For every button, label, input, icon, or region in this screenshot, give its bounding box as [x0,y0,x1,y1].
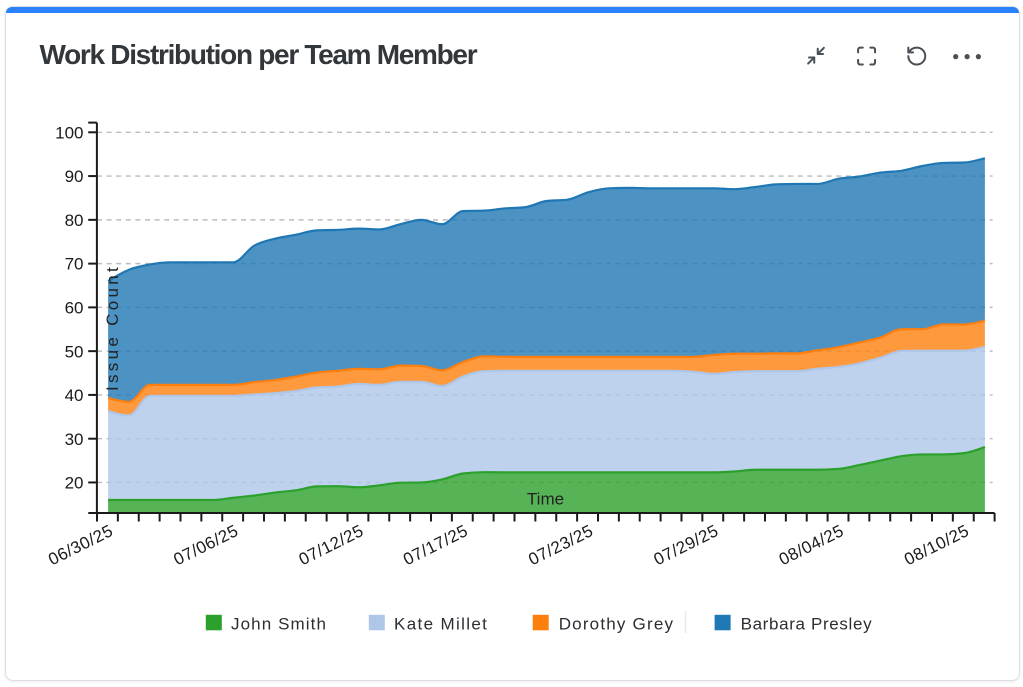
svg-text:06/30/25: 06/30/25 [45,521,116,569]
svg-text:Time: Time [527,490,564,509]
svg-text:07/12/25: 07/12/25 [296,521,367,569]
svg-text:60: 60 [65,298,84,317]
svg-text:07/23/25: 07/23/25 [525,521,596,569]
svg-text:30: 30 [65,430,84,449]
svg-text:Barbara Presley: Barbara Presley [741,615,873,634]
svg-text:20: 20 [65,474,84,493]
svg-text:50: 50 [65,342,84,361]
svg-text:Dorothy Grey: Dorothy Grey [559,615,675,634]
svg-text:07/06/25: 07/06/25 [171,521,242,569]
svg-text:70: 70 [65,255,84,274]
svg-text:80: 80 [65,211,84,230]
svg-text:Kate Millet: Kate Millet [394,615,488,634]
svg-text:08/04/25: 08/04/25 [776,521,847,569]
svg-text:90: 90 [65,167,84,186]
svg-text:07/29/25: 07/29/25 [651,521,722,569]
svg-text:Issue Count: Issue Count [103,264,122,391]
svg-text:100: 100 [55,123,83,142]
svg-text:John Smith: John Smith [231,615,327,634]
svg-text:07/17/25: 07/17/25 [400,521,471,569]
svg-text:08/10/25: 08/10/25 [901,521,972,569]
svg-text:40: 40 [65,386,84,405]
svg-text:Work Distribution per Team Mem: Work Distribution per Team Member [40,39,478,70]
